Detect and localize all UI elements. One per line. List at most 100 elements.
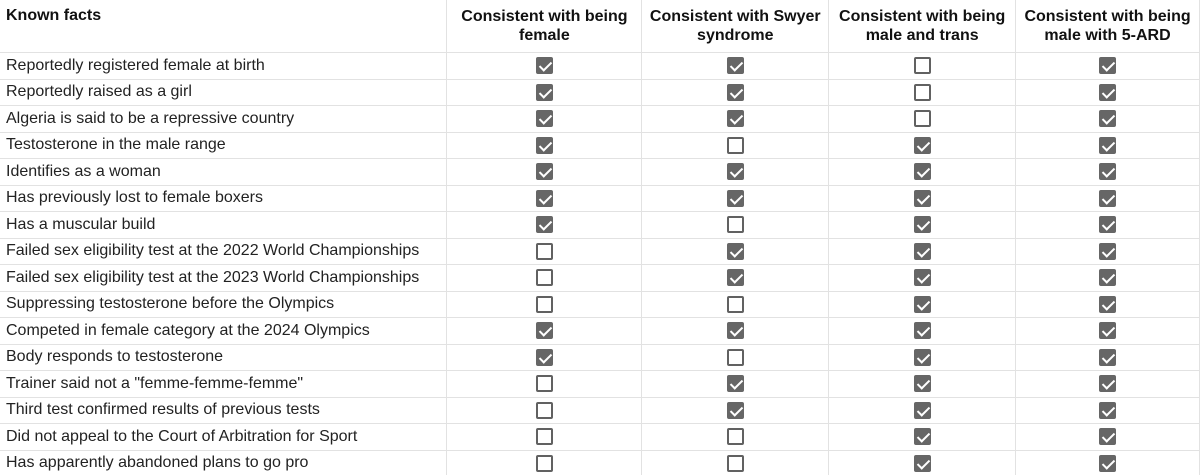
fact-cell[interactable]: Body responds to testosterone	[0, 344, 448, 371]
checkbox-unchecked-icon[interactable]	[535, 269, 553, 287]
checkbox-unchecked-icon[interactable]	[726, 454, 744, 472]
fact-cell[interactable]: Suppressing testosterone before the Olym…	[0, 291, 448, 318]
checkbox-checked-icon[interactable]	[913, 163, 931, 181]
checkbox-checked-icon[interactable]	[913, 322, 931, 340]
checkbox-checked-icon[interactable]	[1099, 322, 1117, 340]
checkbox-checked-icon[interactable]	[1099, 57, 1117, 75]
column-header-known-facts[interactable]: Known facts	[0, 0, 448, 53]
checkbox-checked-icon[interactable]	[726, 57, 744, 75]
checkbox-unchecked-icon[interactable]	[726, 428, 744, 446]
checkbox-checked-icon[interactable]	[913, 295, 931, 313]
checkbox-checked-icon[interactable]	[726, 401, 744, 419]
checkbox-unchecked-icon[interactable]	[726, 295, 744, 313]
checkbox-checked-icon[interactable]	[726, 189, 744, 207]
checkbox-checked-icon[interactable]	[726, 83, 744, 101]
checkbox-checked-icon[interactable]	[1099, 295, 1117, 313]
checkbox-checked-icon[interactable]	[1099, 454, 1117, 472]
checkbox-unchecked-icon[interactable]	[726, 136, 744, 154]
checkbox-checked-icon[interactable]	[726, 269, 744, 287]
checkbox-cell-female	[446, 238, 643, 265]
checkbox-unchecked-icon[interactable]	[913, 57, 931, 75]
fact-cell[interactable]: Reportedly registered female at birth	[0, 52, 448, 80]
fact-cell[interactable]: Has apparently abandoned plans to go pro	[0, 450, 448, 475]
fact-cell[interactable]: Trainer said not a "femme-femme-femme"	[0, 370, 448, 398]
checkbox-checked-icon[interactable]	[1099, 110, 1117, 128]
column-header-swyer-syndrome[interactable]: Consistent with Swyer syndrome	[641, 0, 830, 53]
checkbox-cell-male-with-5-ard	[1015, 317, 1200, 345]
checkbox-cell-swyer-syndrome	[641, 370, 830, 398]
checkbox-checked-icon[interactable]	[913, 269, 931, 287]
checkbox-checked-icon[interactable]	[535, 189, 553, 207]
checkbox-cell-male-with-5-ard	[1015, 291, 1200, 318]
checkbox-checked-icon[interactable]	[913, 428, 931, 446]
fact-cell[interactable]: Algeria is said to be a repressive count…	[0, 105, 448, 133]
checkbox-checked-icon[interactable]	[1099, 242, 1117, 260]
checkbox-cell-swyer-syndrome	[641, 105, 830, 133]
checkbox-unchecked-icon[interactable]	[535, 295, 553, 313]
checkbox-unchecked-icon[interactable]	[535, 454, 553, 472]
column-header-female[interactable]: Consistent with being female	[446, 0, 643, 53]
checkbox-unchecked-icon[interactable]	[535, 401, 553, 419]
checkbox-checked-icon[interactable]	[535, 163, 553, 181]
checkbox-checked-icon[interactable]	[1099, 136, 1117, 154]
column-header-male-with-5-ard[interactable]: Consistent with being male with 5-ARD	[1015, 0, 1200, 53]
checkbox-checked-icon[interactable]	[913, 375, 931, 393]
checkbox-checked-icon[interactable]	[1099, 189, 1117, 207]
checkbox-checked-icon[interactable]	[1099, 428, 1117, 446]
checkbox-unchecked-icon[interactable]	[535, 242, 553, 260]
checkbox-checked-icon[interactable]	[535, 136, 553, 154]
fact-cell[interactable]: Third test confirmed results of previous…	[0, 397, 448, 424]
checkbox-unchecked-icon[interactable]	[913, 110, 931, 128]
checkbox-checked-icon[interactable]	[1099, 375, 1117, 393]
fact-cell[interactable]: Testosterone in the male range	[0, 132, 448, 159]
checkbox-checked-icon[interactable]	[913, 454, 931, 472]
table-row: Did not appeal to the Court of Arbitrati…	[0, 423, 1200, 451]
checkbox-cell-swyer-syndrome	[641, 291, 830, 318]
checkbox-checked-icon[interactable]	[535, 83, 553, 101]
fact-cell[interactable]: Has a muscular build	[0, 211, 448, 239]
checkbox-checked-icon[interactable]	[726, 375, 744, 393]
checkbox-checked-icon[interactable]	[535, 216, 553, 234]
checkbox-unchecked-icon[interactable]	[726, 216, 744, 234]
checkbox-checked-icon[interactable]	[726, 242, 744, 260]
checkbox-checked-icon[interactable]	[913, 136, 931, 154]
fact-cell[interactable]: Failed sex eligibility test at the 2023 …	[0, 264, 448, 292]
table-row: Reportedly registered female at birth	[0, 52, 1200, 80]
checkbox-checked-icon[interactable]	[1099, 163, 1117, 181]
checkbox-unchecked-icon[interactable]	[726, 348, 744, 366]
checkbox-checked-icon[interactable]	[913, 401, 931, 419]
checkbox-checked-icon[interactable]	[913, 242, 931, 260]
checkbox-checked-icon[interactable]	[726, 322, 744, 340]
checkbox-checked-icon[interactable]	[1099, 401, 1117, 419]
checkbox-checked-icon[interactable]	[1099, 83, 1117, 101]
checkbox-cell-female	[446, 132, 643, 159]
checkbox-checked-icon[interactable]	[913, 216, 931, 234]
checkbox-checked-icon[interactable]	[1099, 269, 1117, 287]
column-header-male-and-trans[interactable]: Consistent with being male and trans	[828, 0, 1017, 53]
fact-cell[interactable]: Competed in female category at the 2024 …	[0, 317, 448, 345]
checkbox-unchecked-icon[interactable]	[535, 428, 553, 446]
checkbox-checked-icon[interactable]	[913, 348, 931, 366]
checkbox-checked-icon[interactable]	[535, 348, 553, 366]
checkbox-checked-icon[interactable]	[535, 110, 553, 128]
fact-cell[interactable]: Reportedly raised as a girl	[0, 79, 448, 106]
checkbox-cell-female	[446, 344, 643, 371]
checkbox-checked-icon[interactable]	[913, 189, 931, 207]
checkbox-checked-icon[interactable]	[1099, 348, 1117, 366]
checkbox-unchecked-icon[interactable]	[913, 83, 931, 101]
checkbox-checked-icon[interactable]	[535, 322, 553, 340]
fact-cell[interactable]: Did not appeal to the Court of Arbitrati…	[0, 423, 448, 451]
checkbox-cell-male-with-5-ard	[1015, 132, 1200, 159]
fact-cell[interactable]: Has previously lost to female boxers	[0, 185, 448, 212]
checkbox-cell-male-and-trans	[828, 450, 1017, 475]
checkbox-cell-swyer-syndrome	[641, 52, 830, 80]
fact-cell[interactable]: Identifies as a woman	[0, 158, 448, 186]
checkbox-checked-icon[interactable]	[726, 110, 744, 128]
checkbox-checked-icon[interactable]	[1099, 216, 1117, 234]
checkbox-cell-male-and-trans	[828, 158, 1017, 186]
checkbox-checked-icon[interactable]	[726, 163, 744, 181]
checkbox-cell-male-and-trans	[828, 238, 1017, 265]
checkbox-checked-icon[interactable]	[535, 57, 553, 75]
fact-cell[interactable]: Failed sex eligibility test at the 2022 …	[0, 238, 448, 265]
checkbox-unchecked-icon[interactable]	[535, 375, 553, 393]
